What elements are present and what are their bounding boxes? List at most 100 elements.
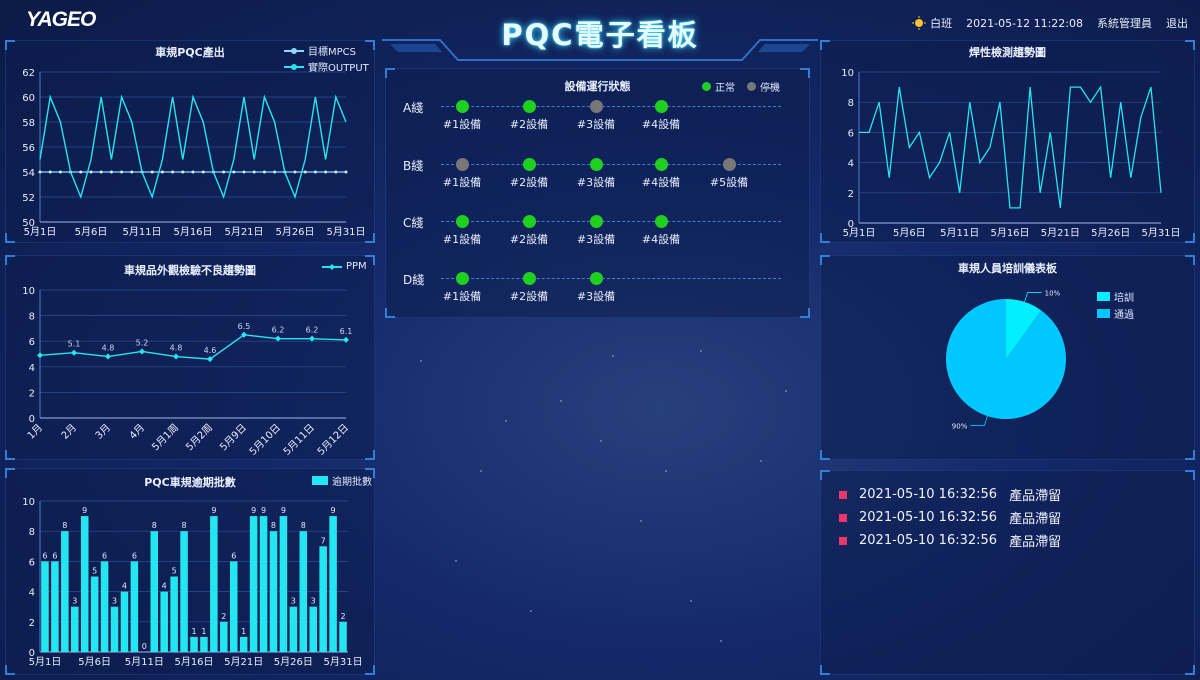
bar-label: 4 [122,582,127,591]
target-point [262,170,266,174]
target-point [273,170,277,174]
x-tick-label: 5月26日 [274,656,313,668]
alert-item[interactable]: 2021-05-10 16:32:56 產品滯留 [839,485,1061,504]
bar-label: 3 [112,597,117,606]
device-status-dot[interactable] [655,158,668,171]
logout-link[interactable]: 退出 [1166,17,1188,30]
x-tick-label: 5月1日 [29,656,62,668]
legend-pass[interactable]: 通過 [1097,306,1134,321]
ppm-point [241,331,247,338]
device-status-dot[interactable] [456,100,469,113]
device-status-dot[interactable] [590,100,603,113]
device-status-dot[interactable] [655,215,668,228]
device-status-dot[interactable] [523,100,536,113]
star [690,600,692,602]
legend-training[interactable]: 培訓 [1097,289,1134,304]
alert-item[interactable]: 2021-05-10 16:32:56 產品滯留 [839,508,1061,527]
data-label: 4.6 [204,346,217,355]
x-tick-label: 5月16日 [173,226,212,238]
shift-indicator: 白班 [912,15,952,31]
legend-overdue[interactable]: 逾期批數 [312,473,372,488]
alert-message: 產品滯留 [1009,535,1062,550]
x-tick-label: 5月1日 [24,226,57,238]
pie-leader-line [970,415,988,426]
legend-ppm[interactable]: PPM [322,261,367,272]
device-status-dot[interactable] [590,158,603,171]
device-status-dot[interactable] [590,272,603,285]
target-point [38,170,42,174]
x-tick-label: 5月26日 [275,226,314,238]
legend-bar-marker [312,476,328,485]
legend-line-marker [284,63,304,70]
stopped-dot-icon [747,82,756,91]
ppm-point [139,348,145,355]
device-status-dot[interactable] [655,100,668,113]
bar [210,516,218,652]
device-label: #5設備 [709,176,749,189]
star [505,420,507,422]
device-label: #4設備 [641,176,681,189]
bar-label: 7 [321,536,326,545]
device-status-dot[interactable] [723,158,736,171]
target-point [130,170,134,174]
device-status-dot[interactable] [523,158,536,171]
star [612,355,614,357]
x-tick-label: 4月 [127,422,147,442]
legend-target[interactable]: 目標MPCS [284,43,356,58]
legend-actual[interactable]: 實際OUTPUT [284,59,369,74]
device-status-dot[interactable] [523,215,536,228]
training-panel-title: 車規人員培訓儀表板 [958,262,1057,275]
legend-ppm-label: PPM [346,261,367,272]
bar [329,516,337,652]
x-tick-label: 3月 [93,422,113,442]
series-line-actual [39,94,347,200]
normal-dot-icon [702,82,711,91]
status-panel-title: 設備運行狀態 [564,80,631,93]
ppm-point [71,349,77,356]
bar [110,606,119,652]
device-label: #3設備 [576,176,616,189]
target-point [99,170,103,174]
legend-normal[interactable]: 正常 [702,79,735,94]
ppm-point [207,356,213,363]
current-user[interactable]: 系統管理員 [1097,17,1152,30]
x-tick-label: 5月16日 [990,227,1029,239]
y-tick-label: 10 [22,286,35,297]
bar-label: 6 [52,551,57,560]
device-status-dot[interactable] [456,158,469,171]
legend-stopped[interactable]: 停機 [747,79,780,94]
x-tick-label: 5月9日 [217,422,249,454]
legend-actual-label: 實際OUTPUT [308,63,369,74]
x-tick-label: 5月12日 [315,422,351,458]
alert-marker-icon [839,536,847,545]
bar-label: 6 [102,551,107,560]
target-point [181,170,185,174]
bar [239,636,248,652]
alert-item[interactable]: 2021-05-10 16:32:56 產品滯留 [839,531,1061,550]
bar [190,636,198,652]
bar-label: 6 [132,551,137,560]
star [600,440,602,442]
device-status-dot[interactable] [523,272,536,285]
bar [80,516,89,652]
shift-label: 白班 [930,17,953,30]
x-tick-label: 2月 [59,422,79,442]
y-tick-label: 6 [848,128,854,139]
training-panel: 車規人員培訓儀表板 培訓 通過 10% 90% [820,255,1195,460]
device-status-dot[interactable] [456,215,469,228]
x-tick-label: 5月16日 [174,656,213,668]
line-label: C綫 [403,216,424,230]
pie-slice [1006,299,1042,359]
bar-label: 8 [182,521,187,530]
device-label: #1設備 [442,118,482,131]
legend-target-label: 目標MPCS [308,47,356,58]
device-status-dot[interactable] [590,215,603,228]
bar-label: 8 [62,521,67,530]
ppm-point [343,336,349,343]
series-line-ppm [39,334,347,360]
alert-time: 2021-05-10 16:32:56 [859,510,998,525]
y-tick-label: 10 [841,68,854,79]
bar [61,531,69,652]
star [785,390,787,392]
device-status-dot[interactable] [456,272,469,285]
